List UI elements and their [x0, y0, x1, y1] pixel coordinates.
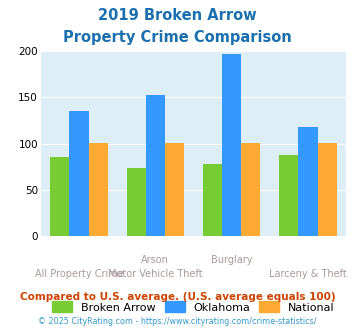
Text: All Property Crime: All Property Crime [35, 269, 124, 279]
Text: Property Crime Comparison: Property Crime Comparison [63, 30, 292, 45]
Bar [203, 164, 222, 236]
Bar [127, 169, 146, 236]
Bar [50, 157, 70, 236]
Text: Arson: Arson [141, 255, 169, 265]
Bar [88, 143, 108, 236]
Bar [317, 143, 337, 236]
Bar [70, 111, 88, 236]
Text: Compared to U.S. average. (U.S. average equals 100): Compared to U.S. average. (U.S. average … [20, 292, 335, 302]
Text: © 2025 CityRating.com - https://www.cityrating.com/crime-statistics/: © 2025 CityRating.com - https://www.city… [38, 317, 317, 326]
Text: 2019 Broken Arrow: 2019 Broken Arrow [98, 8, 257, 23]
Bar [165, 143, 184, 236]
Bar [299, 127, 317, 236]
Bar [146, 95, 165, 236]
Text: Burglary: Burglary [211, 255, 252, 265]
Text: Larceny & Theft: Larceny & Theft [269, 269, 347, 279]
Bar [241, 143, 260, 236]
Legend: Broken Arrow, Oklahoma, National: Broken Arrow, Oklahoma, National [48, 297, 339, 317]
Text: Motor Vehicle Theft: Motor Vehicle Theft [108, 269, 203, 279]
Bar [222, 54, 241, 236]
Bar [279, 155, 299, 236]
